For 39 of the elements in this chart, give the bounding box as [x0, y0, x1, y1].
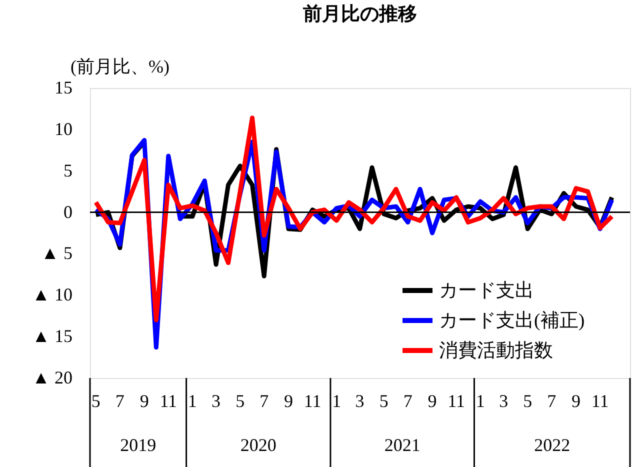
y-tick-label: 5: [64, 160, 72, 180]
x-tick-label: 9: [428, 391, 437, 411]
y-tick-label: 10: [54, 118, 72, 139]
legend-label: 消費活動指数: [439, 340, 553, 362]
x-tick-label: 7: [403, 391, 412, 411]
x-tick-label: 1: [476, 391, 485, 411]
y-tick-label: ▲ 15: [32, 326, 72, 346]
text: 2022: [534, 435, 570, 455]
x-tick-label: 7: [260, 391, 269, 411]
x-tick-label: 1: [332, 391, 342, 411]
legend-label: カード支出: [439, 280, 534, 302]
x-tick-label: 9: [140, 391, 149, 411]
x-tick-label: 11: [591, 391, 609, 411]
y-tick-label: 0: [64, 202, 72, 222]
x-tick-label: 9: [572, 391, 581, 411]
x-tick-label: 5: [236, 391, 245, 411]
x-tick-label: 9: [284, 391, 294, 411]
x-tick-label: 3: [212, 391, 221, 411]
x-tick-label: 5: [91, 391, 100, 411]
text: 2021: [384, 435, 420, 455]
text: 2020: [240, 435, 276, 455]
y-tick-label: 15: [54, 78, 72, 98]
y-tick-label: ▲ 5: [41, 243, 72, 264]
y-axis-title: (前月比、%): [70, 56, 170, 76]
x-tick-label: 3: [355, 391, 364, 411]
x-tick-label: 7: [115, 391, 124, 411]
legend-label: カード支出(補正): [439, 310, 585, 332]
x-tick-label: 1: [188, 391, 197, 411]
x-tick-label: 5: [523, 391, 532, 411]
y-tick-label: ▲ 10: [32, 284, 72, 305]
x-tick-label: 11: [448, 391, 465, 411]
chart-title: 前月比の推移: [302, 3, 417, 25]
x-tick-label: 3: [499, 391, 508, 411]
y-tick-label: ▲ 20: [32, 368, 72, 388]
x-tick-label: 11: [160, 391, 178, 411]
x-tick-label: 5: [379, 391, 388, 411]
x-tick-label: 11: [304, 391, 322, 411]
text: 2019: [120, 435, 156, 455]
x-tick-label: 7: [547, 391, 556, 411]
